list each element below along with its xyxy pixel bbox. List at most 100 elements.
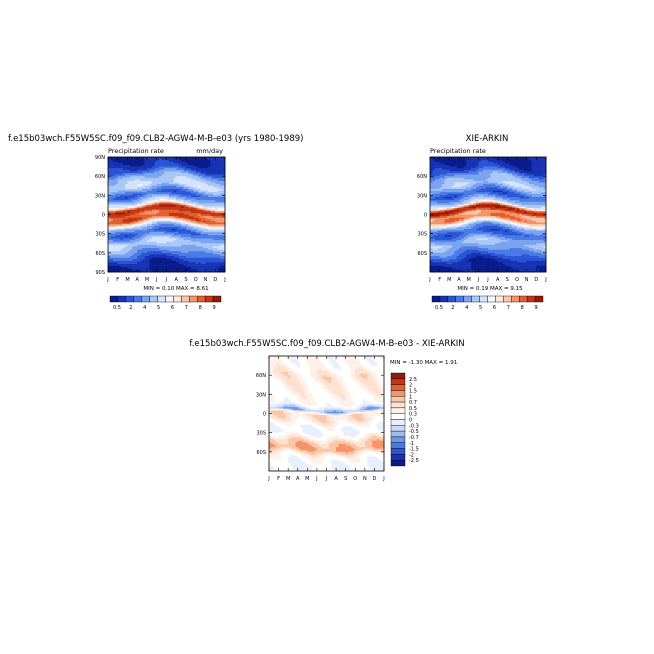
field-cell — [210, 188, 214, 191]
field-cell — [446, 182, 450, 185]
field-cell — [127, 267, 131, 270]
field-cell — [207, 227, 211, 230]
field-cell — [154, 236, 158, 239]
field-cell — [190, 243, 194, 246]
field-cell — [463, 158, 467, 161]
field-cell — [137, 264, 140, 266]
field-cell — [432, 160, 436, 163]
field-cell — [212, 169, 216, 172]
field-cell — [210, 270, 214, 273]
field-cell — [220, 212, 223, 215]
field-cell — [159, 193, 162, 196]
field-cell — [159, 172, 162, 175]
field-cell — [480, 160, 484, 163]
field-cell — [159, 161, 162, 164]
field-cell — [507, 182, 511, 185]
field-cell — [207, 246, 211, 249]
field-cell — [164, 232, 167, 234]
field-cell — [200, 217, 204, 220]
field-cell — [134, 238, 138, 241]
field-cell — [112, 168, 116, 171]
field-cell — [437, 180, 440, 183]
field-cell — [151, 270, 155, 273]
field-cell — [149, 257, 153, 260]
field-cell — [122, 227, 126, 230]
field-cell — [164, 172, 167, 175]
field-cell — [198, 265, 201, 268]
field-cell — [222, 219, 226, 222]
field-cell — [137, 168, 140, 171]
field-cell — [127, 241, 131, 244]
field-cell — [466, 160, 469, 163]
field-cell — [190, 201, 194, 204]
field-cell — [178, 193, 182, 196]
field-cell — [181, 160, 184, 163]
field-cell — [144, 257, 148, 260]
field-cell — [147, 216, 150, 218]
field-cell — [137, 161, 140, 164]
field-cell — [178, 238, 182, 241]
field-cell — [473, 187, 477, 190]
field-cell — [524, 182, 527, 185]
field-cell — [215, 198, 218, 201]
field-cell — [456, 169, 460, 172]
field-cell — [139, 157, 143, 159]
field-cell — [178, 196, 182, 199]
field-cell — [147, 227, 150, 230]
field-cell — [139, 249, 143, 252]
field-cell — [492, 179, 496, 182]
field-cell — [139, 192, 143, 195]
field-cell — [108, 177, 111, 180]
field-cell — [149, 227, 153, 230]
field-cell — [222, 212, 226, 215]
field-cell — [198, 214, 201, 217]
field-cell — [108, 233, 111, 236]
field-cell — [195, 157, 199, 159]
field-cell — [533, 182, 537, 185]
field-cell — [212, 193, 216, 196]
field-cell — [195, 251, 199, 254]
field-cell — [166, 251, 170, 254]
field-cell — [125, 172, 128, 175]
field-cell — [514, 176, 518, 179]
field-cell — [176, 174, 179, 177]
field-cell — [495, 193, 498, 196]
field-cell — [203, 190, 206, 193]
field-cell — [108, 254, 111, 257]
field-cell — [446, 192, 450, 195]
field-cell — [142, 164, 145, 167]
field-cell — [139, 241, 143, 244]
field-cell — [200, 246, 204, 249]
field-cell — [466, 164, 469, 167]
field-cell — [193, 249, 197, 252]
field-cell — [115, 176, 119, 179]
field-cell — [171, 200, 175, 203]
field-cell — [112, 268, 116, 271]
field-cell — [222, 193, 226, 196]
field-cell — [181, 201, 184, 204]
field-cell — [512, 187, 515, 190]
field-cell — [166, 204, 170, 207]
field-cell — [108, 212, 111, 215]
field-cell — [198, 243, 201, 246]
field-cell — [173, 222, 177, 225]
field-cell — [444, 172, 448, 175]
field-cell — [220, 157, 223, 159]
field-cell — [195, 265, 199, 268]
field-cell — [139, 211, 143, 214]
field-cell — [524, 184, 527, 187]
field-cell — [132, 201, 136, 204]
field-cell — [149, 217, 153, 220]
field-cell — [543, 164, 547, 167]
field-cell — [538, 188, 542, 191]
field-cell — [183, 206, 187, 209]
field-cell — [173, 196, 177, 199]
x-tick-label: S — [184, 277, 187, 283]
field-cell — [188, 238, 192, 241]
field-cell — [468, 192, 472, 195]
field-cell — [127, 185, 131, 188]
field-cell — [188, 160, 192, 163]
field-cell — [473, 161, 477, 164]
field-cell — [122, 254, 126, 257]
field-cell — [134, 185, 138, 188]
